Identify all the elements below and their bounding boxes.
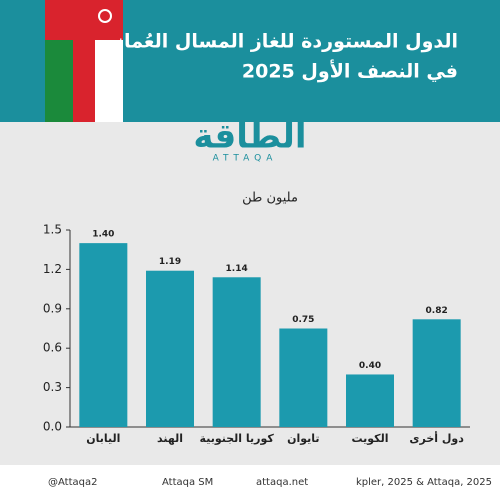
x-tick-label: الهند xyxy=(157,432,183,445)
bar xyxy=(146,270,194,427)
y-axis-label: مليون طن xyxy=(242,191,298,206)
y-tick-label: 0.3 xyxy=(43,380,62,394)
value-label: 0.82 xyxy=(426,306,448,316)
subtitle: في النصف الأول 2025 xyxy=(242,60,458,83)
x-tick-label: اليابان xyxy=(86,432,120,445)
flag xyxy=(45,0,123,122)
value-label: 1.19 xyxy=(159,257,181,267)
x-tick-label: كوريا الجنوبية xyxy=(200,432,275,445)
value-label: 0.40 xyxy=(359,361,381,371)
value-label: 0.75 xyxy=(292,315,314,325)
footer-twitter: @Attaqa2 xyxy=(48,477,97,488)
value-label: 1.14 xyxy=(226,264,248,274)
y-tick-label: 0.9 xyxy=(43,301,62,315)
footer-web: attaqa.net xyxy=(256,477,308,488)
y-tick-label: 0.0 xyxy=(43,420,62,434)
bar xyxy=(412,319,461,427)
footer-youtube: Attaqa SM xyxy=(162,477,213,488)
value-label: 1.40 xyxy=(92,230,114,240)
x-tick-label: دول أخرى xyxy=(409,431,464,445)
bar xyxy=(346,374,394,427)
footer-source: kpler, 2025 & Attaqa, 2025 xyxy=(356,477,492,488)
y-tick-label: 0.6 xyxy=(43,341,62,355)
x-tick-label: الكويت xyxy=(352,432,389,445)
bar xyxy=(79,243,128,427)
y-tick-label: 1.2 xyxy=(43,262,62,276)
y-tick-label: 1.5 xyxy=(43,223,62,237)
bar xyxy=(212,277,261,427)
logo-sub: ATTAQA xyxy=(213,154,278,164)
title: الدول المستوردة للغاز المسال العُماني xyxy=(98,31,458,53)
logo-name: الطاقة xyxy=(193,117,306,157)
bar xyxy=(279,328,328,427)
x-tick-label: تايوان xyxy=(287,432,319,445)
footer-band xyxy=(0,465,500,500)
